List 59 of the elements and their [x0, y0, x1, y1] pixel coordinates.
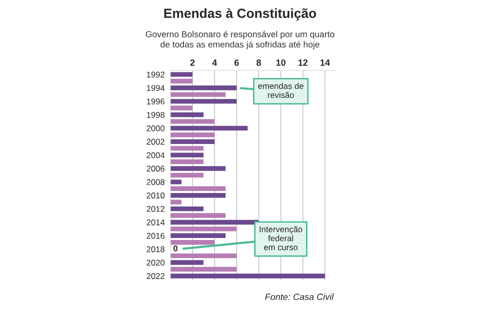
y-tick-label: 2008: [146, 179, 164, 186]
bar: [170, 126, 248, 131]
y-tick-label: 2012: [146, 206, 164, 212]
y-tick-label: 2000: [146, 125, 165, 132]
y-tick-label: 1996: [146, 98, 164, 104]
y-tick-label: 1998: [146, 112, 164, 118]
bar: [170, 266, 237, 272]
x-tick-label: 6: [234, 59, 239, 66]
y-tick-label: 2002: [146, 138, 164, 145]
bar: [170, 220, 259, 225]
bar: [170, 72, 192, 77]
bar: [170, 200, 182, 204]
chart-title: Emendas à Constituição: [164, 8, 316, 21]
bar: [170, 159, 204, 164]
y-tick-label: 2018: [146, 246, 164, 252]
x-tick-label: 10: [276, 59, 286, 66]
annotation: emendas de revisão: [258, 82, 304, 98]
annotation: Intervenção federal em curso: [260, 226, 302, 250]
bar: [170, 166, 226, 171]
y-tick-label: 2016: [146, 232, 164, 239]
y-tick-label: 2022: [146, 273, 164, 280]
data-label: 0: [174, 245, 178, 252]
bar: [170, 92, 226, 97]
bar: [170, 98, 237, 104]
bar: [170, 86, 237, 90]
y-tick-label: 2010: [146, 192, 165, 198]
bar: [170, 253, 237, 258]
bar: [170, 226, 237, 232]
y-tick-label: 1992: [146, 72, 164, 78]
bar: [170, 132, 215, 138]
bar: [170, 186, 226, 191]
bar: [170, 139, 215, 144]
chart-subtitle: Governo Bolsonaro é responsável por um quarto de todas as emendas já sofridas até hoje: [146, 30, 334, 50]
bar: [170, 106, 192, 110]
bar: [170, 112, 204, 118]
bar: [170, 274, 325, 278]
y-tick-label: 2020: [146, 260, 165, 266]
y-tick-label: 2014: [146, 219, 165, 226]
x-tick-label: 4: [212, 60, 218, 66]
bar: [170, 152, 204, 158]
y-tick-label: 2004: [146, 152, 165, 158]
y-tick-label: 2006: [146, 166, 164, 172]
bar: [170, 213, 226, 218]
bar: [170, 119, 215, 124]
x-tick-label: 2: [190, 59, 195, 66]
x-tick-label: 14: [320, 60, 330, 66]
bar: [170, 260, 204, 265]
bar: [170, 180, 182, 184]
x-tick-label: 12: [298, 59, 308, 66]
source-note: Fonte: Casa Civil: [265, 293, 334, 300]
bar: [170, 146, 204, 151]
bar: [170, 78, 192, 84]
x-tick-label: 8: [256, 59, 261, 66]
bar: [170, 206, 204, 212]
bar: [170, 240, 215, 245]
bar: [170, 193, 226, 198]
bar: [170, 172, 204, 178]
bar: [170, 233, 226, 238]
y-tick-label: 1994: [146, 85, 165, 91]
